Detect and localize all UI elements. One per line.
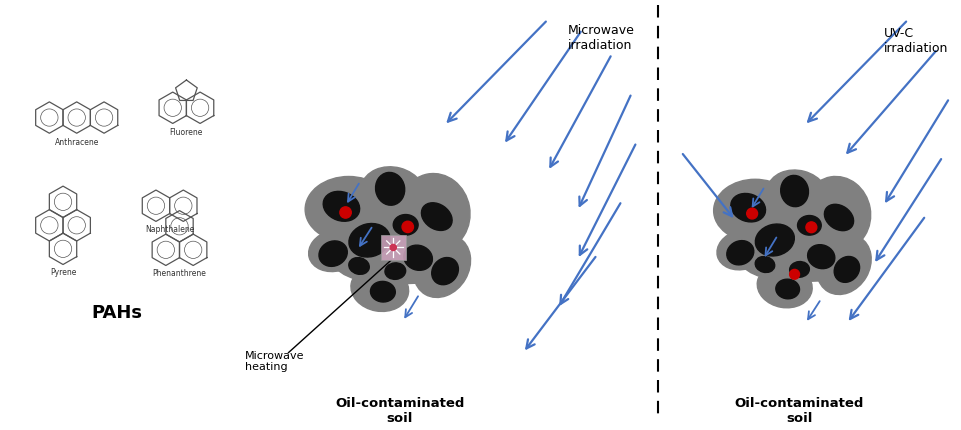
Circle shape xyxy=(402,221,413,233)
Text: Fluorene: Fluorene xyxy=(169,128,203,137)
Ellipse shape xyxy=(775,279,799,299)
Circle shape xyxy=(746,208,756,219)
Ellipse shape xyxy=(766,170,828,222)
Ellipse shape xyxy=(716,230,767,270)
Text: Naphthalene: Naphthalene xyxy=(145,225,194,234)
Ellipse shape xyxy=(797,215,821,235)
Text: Pyrene: Pyrene xyxy=(50,268,76,277)
Ellipse shape xyxy=(431,258,458,285)
Ellipse shape xyxy=(730,194,765,222)
Ellipse shape xyxy=(305,176,392,243)
Ellipse shape xyxy=(756,264,811,308)
Ellipse shape xyxy=(370,281,395,302)
Ellipse shape xyxy=(713,179,796,242)
Text: PAHs: PAHs xyxy=(91,304,142,322)
Ellipse shape xyxy=(780,175,807,207)
Circle shape xyxy=(390,244,396,251)
Ellipse shape xyxy=(413,234,470,298)
Ellipse shape xyxy=(754,224,794,256)
Ellipse shape xyxy=(393,215,418,235)
Ellipse shape xyxy=(421,203,452,230)
Ellipse shape xyxy=(824,204,852,230)
Ellipse shape xyxy=(360,167,426,221)
Ellipse shape xyxy=(349,258,369,274)
Text: Oil-contaminated
soil: Oil-contaminated soil xyxy=(334,397,464,425)
Text: UV-C
irradiation: UV-C irradiation xyxy=(882,28,947,55)
Circle shape xyxy=(789,270,799,279)
Circle shape xyxy=(805,222,816,233)
Ellipse shape xyxy=(375,172,405,205)
Ellipse shape xyxy=(784,224,853,281)
Ellipse shape xyxy=(319,241,347,266)
Ellipse shape xyxy=(380,224,452,283)
Ellipse shape xyxy=(404,245,431,270)
Ellipse shape xyxy=(351,266,408,311)
Text: Phenanthrene: Phenanthrene xyxy=(153,270,207,278)
Text: Microwave
irradiation: Microwave irradiation xyxy=(567,25,633,52)
Ellipse shape xyxy=(789,261,808,277)
Ellipse shape xyxy=(833,256,859,283)
Ellipse shape xyxy=(349,224,389,257)
Ellipse shape xyxy=(727,241,753,265)
Circle shape xyxy=(339,207,351,218)
Text: Anthracene: Anthracene xyxy=(55,138,99,147)
Ellipse shape xyxy=(802,176,870,251)
Ellipse shape xyxy=(807,245,834,269)
Text: Oil-contaminated
soil: Oil-contaminated soil xyxy=(734,397,863,425)
Text: Microwave
heating: Microwave heating xyxy=(244,351,304,372)
Ellipse shape xyxy=(399,174,470,252)
Ellipse shape xyxy=(323,191,359,221)
Ellipse shape xyxy=(325,210,407,280)
Ellipse shape xyxy=(731,212,810,278)
Ellipse shape xyxy=(754,257,774,273)
Ellipse shape xyxy=(816,234,871,295)
Ellipse shape xyxy=(308,230,361,272)
Ellipse shape xyxy=(384,263,406,280)
FancyBboxPatch shape xyxy=(381,235,406,260)
